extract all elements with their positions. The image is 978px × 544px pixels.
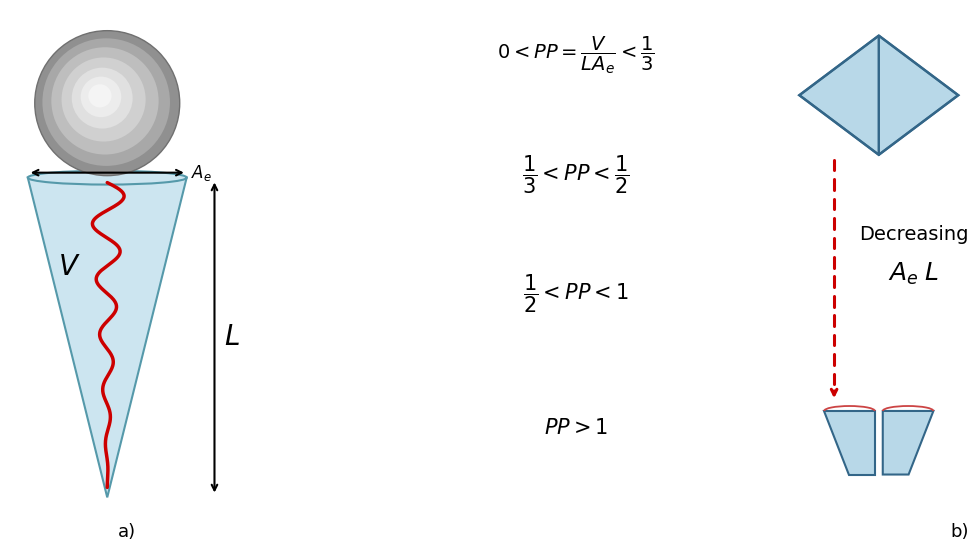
Polygon shape	[878, 35, 957, 155]
Text: $L$: $L$	[224, 324, 240, 351]
Text: $A_e\;L$: $A_e\;L$	[887, 261, 938, 287]
Polygon shape	[27, 178, 187, 497]
Polygon shape	[823, 411, 874, 474]
Ellipse shape	[88, 84, 111, 108]
Text: b): b)	[949, 523, 967, 541]
Text: Decreasing: Decreasing	[858, 225, 967, 244]
Text: $\dfrac{1}{3} < PP < \dfrac{1}{2}$: $\dfrac{1}{3} < PP < \dfrac{1}{2}$	[521, 153, 629, 196]
Text: $A_e$: $A_e$	[191, 163, 211, 183]
Ellipse shape	[51, 47, 158, 154]
Polygon shape	[798, 35, 878, 155]
Text: $PP > 1$: $PP > 1$	[544, 418, 607, 438]
Ellipse shape	[62, 58, 146, 141]
Ellipse shape	[71, 67, 132, 128]
Text: $V$: $V$	[58, 253, 81, 281]
Text: a): a)	[118, 523, 136, 541]
Ellipse shape	[27, 171, 187, 184]
Text: $\dfrac{1}{2} < PP < 1$: $\dfrac{1}{2} < PP < 1$	[522, 273, 628, 315]
Text: $0< PP = \dfrac{V}{LA_e} < \dfrac{1}{3}$: $0< PP = \dfrac{V}{LA_e} < \dfrac{1}{3}$	[497, 35, 654, 76]
Ellipse shape	[80, 77, 121, 117]
Polygon shape	[882, 411, 932, 474]
Ellipse shape	[34, 30, 180, 176]
Ellipse shape	[42, 38, 170, 166]
